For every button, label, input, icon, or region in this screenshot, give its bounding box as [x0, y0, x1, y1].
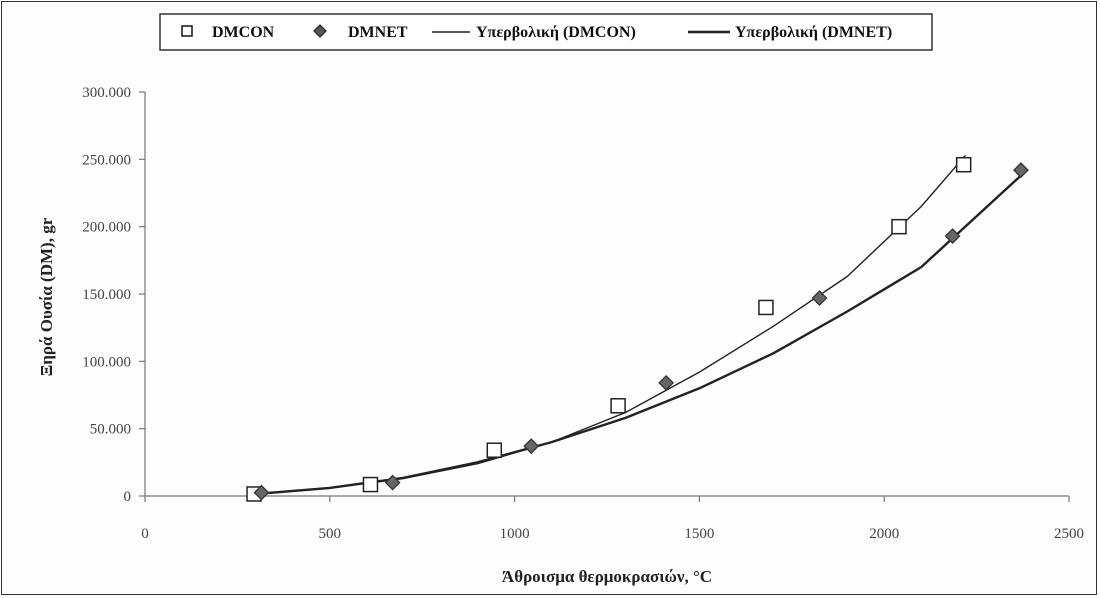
legend-label-fit-dmnet: Υπερβολική (DMNET)	[735, 24, 892, 41]
x-tick-label: 1000	[500, 526, 530, 542]
series-layer	[246, 154, 1029, 502]
point-dmnet	[523, 438, 540, 455]
legend-label-fit-dmcon: Υπερβολική (DMCON)	[476, 24, 636, 41]
point-dmnet	[1013, 162, 1029, 179]
point-dmnet	[253, 484, 270, 501]
x-tick-label: 2500	[1054, 526, 1084, 542]
legend-marker-dmnet	[313, 24, 327, 38]
legend-label-dmnet: DMNET	[348, 24, 408, 41]
point-dmnet	[811, 290, 828, 306]
fit-line-dmnet	[255, 174, 1022, 496]
y-tick-label: 50.000	[90, 422, 131, 438]
x-tick-label: 2000	[869, 526, 899, 542]
y-tick-label: 200.000	[82, 220, 131, 236]
y-axis-title: Ξηρά Ουσία (DM), gr	[37, 217, 56, 376]
x-tick-label: 0	[141, 526, 149, 542]
y-tick-label: 300.000	[82, 85, 131, 101]
axes: 0 50.000 100.000 150.000 200.000 250.000 300.0…	[82, 85, 1084, 542]
point-dmcon	[758, 299, 774, 316]
legend: DMCON DMNET Υπερβολική (DMCON) Υπερβολικ…	[159, 13, 933, 51]
point-dmnet	[944, 228, 961, 245]
x-axis-title: Άθροισμα θερμοκρασιών, °C	[502, 567, 712, 586]
legend-label-dmcon: DMCON	[212, 24, 275, 41]
point-dmcon	[486, 442, 503, 458]
legend-marker-dmcon	[181, 25, 193, 37]
y-tick-label: 0	[124, 489, 132, 505]
point-dmcon	[955, 156, 972, 173]
legend-box	[159, 13, 933, 51]
point-dmnet	[658, 374, 675, 391]
point-dmcon	[362, 476, 379, 493]
point-dmnet	[384, 474, 401, 491]
point-dmcon	[891, 218, 907, 235]
x-tick-label: 1500	[684, 526, 714, 542]
x-tick-label: 500	[319, 526, 342, 542]
y-tick-label: 250.000	[82, 152, 131, 168]
point-dmcon	[610, 398, 626, 414]
y-tick-label: 150.000	[82, 287, 131, 303]
y-tick-label: 100.000	[82, 354, 131, 370]
fit-line-dmcon	[255, 154, 967, 495]
